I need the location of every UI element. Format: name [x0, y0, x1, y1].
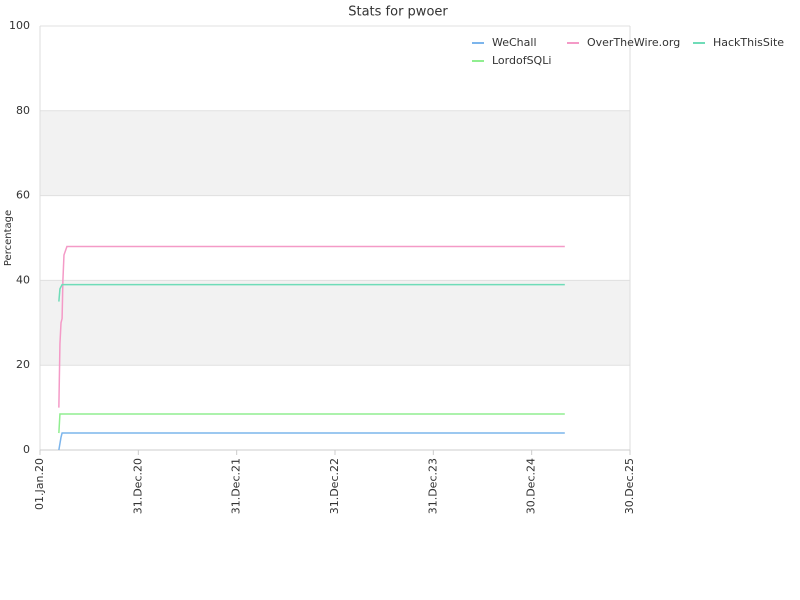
x-tick-label: 01.Jan.20	[33, 458, 46, 510]
x-tick-label: 31.Dec.22	[328, 458, 341, 514]
legend-label: HackThisSite	[713, 36, 784, 49]
x-tick-label: 30.Dec.25	[623, 458, 636, 514]
x-tick-label: 30.Dec.24	[525, 458, 538, 514]
series-line	[58, 283, 565, 302]
y-tick-label: 80	[16, 104, 30, 117]
y-tick-label: 60	[16, 189, 30, 202]
plot-band	[40, 110, 630, 196]
y-tick-label: 100	[9, 19, 30, 32]
y-axis-label: Percentage	[3, 210, 14, 266]
legend-label: WeChall	[492, 36, 537, 49]
y-tick-label: 0	[23, 443, 30, 456]
plot-band	[40, 280, 630, 366]
chart-title: Stats for pwoer	[348, 5, 448, 20]
y-tick-label: 20	[16, 358, 30, 371]
series-line	[58, 245, 565, 408]
series-line	[58, 432, 565, 451]
legend-label: LordofSQLi	[492, 54, 551, 67]
x-tick-label: 31.Dec.20	[131, 458, 144, 514]
y-tick-label: 40	[16, 273, 30, 286]
x-tick-label: 31.Dec.21	[230, 458, 243, 514]
x-tick-label: 31.Dec.23	[426, 458, 439, 514]
legend-label: OverTheWire.org	[587, 36, 680, 49]
series-line	[58, 413, 565, 434]
